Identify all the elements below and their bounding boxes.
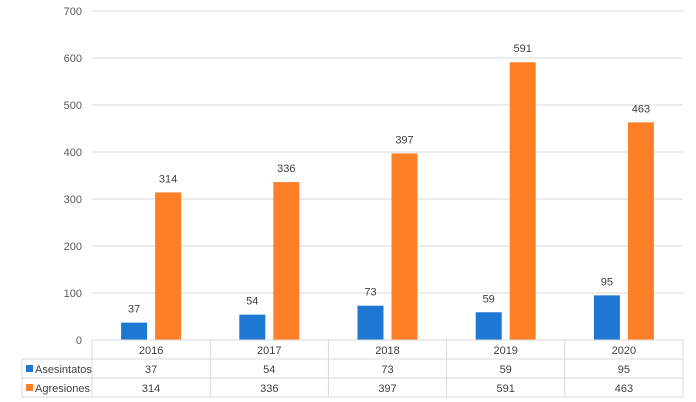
y-tick-label: 700 — [64, 6, 82, 18]
table-cell: 59 — [500, 364, 512, 376]
bar-agresiones-2020 — [627, 122, 654, 340]
data-label: 54 — [246, 296, 258, 308]
x-category-label: 2019 — [493, 345, 517, 357]
table-cell: 73 — [381, 364, 393, 376]
data-label: 591 — [514, 43, 532, 55]
data-label: 397 — [395, 134, 413, 146]
x-category-label: 2018 — [375, 345, 399, 357]
y-tick-label: 600 — [64, 53, 82, 65]
bar-agresiones-2018 — [391, 153, 418, 340]
table-cell: 336 — [260, 383, 278, 395]
bar-asesintatos-2016 — [121, 322, 148, 340]
legend-label: Agresiones — [35, 383, 91, 395]
data-label: 37 — [128, 304, 140, 316]
legend-label: Asesintatos — [35, 364, 92, 376]
legend-key-agresiones — [26, 384, 33, 391]
bar-asesintatos-2020 — [593, 295, 620, 340]
data-labels: 37 314 54 336 73 397 59 591 95 463 — [128, 43, 650, 315]
y-tick-label: 400 — [64, 147, 82, 159]
data-label: 463 — [632, 103, 650, 115]
data-label: 95 — [601, 276, 613, 288]
bar-agresiones-2017 — [273, 182, 300, 340]
data-label: 73 — [364, 287, 376, 299]
table-cell: 37 — [145, 364, 157, 376]
table-cell: 314 — [142, 383, 160, 395]
y-tick-label: 300 — [64, 194, 82, 206]
x-category-label: 2017 — [257, 345, 281, 357]
table-cell: 54 — [263, 364, 275, 376]
table-cell: 591 — [497, 383, 515, 395]
gridlines — [92, 10, 683, 294]
data-label: 59 — [483, 293, 495, 305]
data-label: 336 — [277, 163, 295, 175]
y-tick-label: 200 — [64, 241, 82, 253]
x-category-label: 2016 — [139, 345, 163, 357]
legend-key-asesintatos — [26, 365, 33, 372]
y-tick-label: 100 — [64, 288, 82, 300]
bar-asesintatos-2018 — [357, 305, 384, 340]
bar-asesintatos-2017 — [239, 314, 266, 340]
y-axis-ticks: 0 100 200 300 400 500 600 700 — [64, 6, 82, 347]
bar-asesintatos-2019 — [475, 312, 502, 340]
bar-agresiones-2016 — [155, 192, 182, 340]
x-category-label: 2020 — [612, 345, 636, 357]
data-label: 314 — [159, 173, 177, 185]
table-cell: 95 — [618, 364, 630, 376]
table-cell: 397 — [378, 383, 396, 395]
bars — [121, 62, 654, 340]
table-cell: 463 — [615, 383, 633, 395]
bar-agresiones-2019 — [509, 62, 536, 340]
data-table: 2016 2017 2018 2019 2020 Asesintatos 37 54 73 59 9… — [21, 339, 684, 398]
y-tick-label: 0 — [76, 335, 82, 347]
y-tick-label: 500 — [64, 100, 82, 112]
